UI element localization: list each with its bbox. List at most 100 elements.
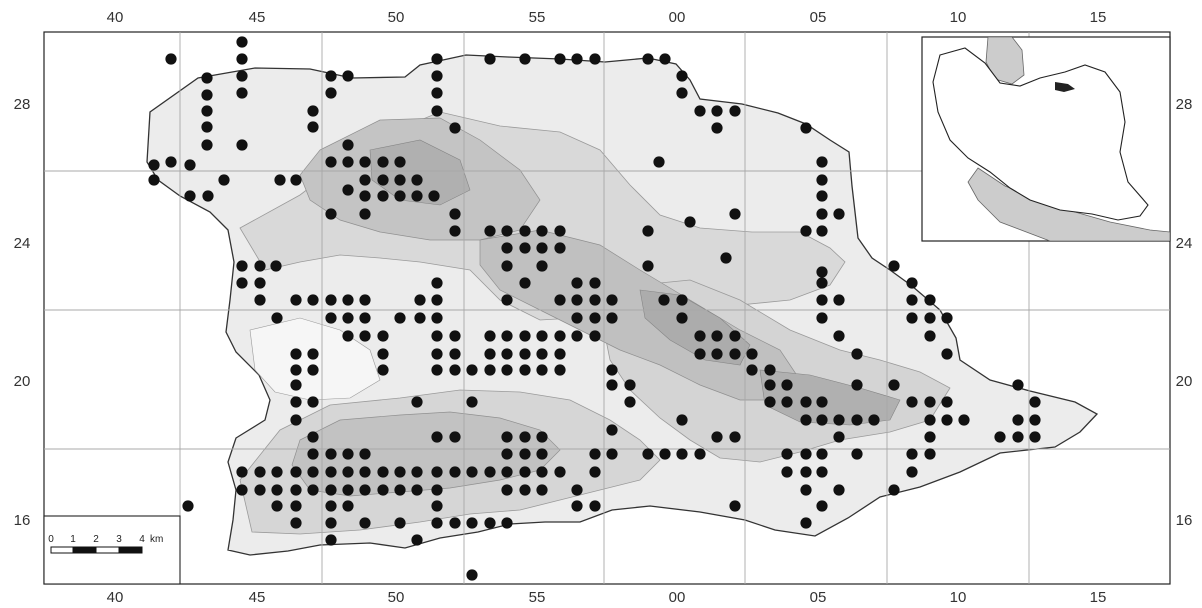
occurrence-dot — [394, 156, 406, 168]
occurrence-dot — [431, 53, 443, 65]
occurrence-dot — [554, 242, 566, 254]
occurrence-dot — [536, 364, 548, 376]
occurrence-dot — [924, 448, 936, 460]
occurrence-dot — [236, 53, 248, 65]
occurrence-dot — [519, 242, 531, 254]
occurrence-dot — [431, 431, 443, 443]
occurrence-dot — [501, 348, 513, 360]
scale-segment-1 — [50, 546, 74, 554]
occurrence-dot — [624, 379, 636, 391]
occurrence-dot — [342, 312, 354, 324]
occurrence-dot — [519, 53, 531, 65]
occurrence-dot — [290, 364, 302, 376]
occurrence-dot — [888, 260, 900, 272]
inset-caspian-sea — [985, 37, 1025, 85]
occurrence-dot — [711, 122, 723, 134]
occurrence-dot — [394, 466, 406, 478]
occurrence-dot — [148, 159, 160, 171]
occurrence-dot — [589, 277, 601, 289]
occurrence-dot — [589, 312, 601, 324]
top-tick-15: 15 — [1090, 9, 1107, 26]
occurrence-dot — [394, 484, 406, 496]
bottom-tick-05: 05 — [810, 589, 827, 606]
occurrence-dot — [764, 379, 776, 391]
occurrence-dot — [906, 294, 918, 306]
occurrence-dot — [571, 312, 583, 324]
occurrence-dot — [536, 330, 548, 342]
graticule — [44, 32, 1170, 584]
occurrence-dot — [924, 414, 936, 426]
occurrence-dot — [431, 330, 443, 342]
occurrence-dot — [816, 277, 828, 289]
occurrence-dot — [307, 448, 319, 460]
occurrence-dot — [711, 348, 723, 360]
occurrence-dot — [290, 500, 302, 512]
occurrence-dot — [816, 294, 828, 306]
occurrence-dot — [536, 225, 548, 237]
occurrence-dot — [449, 122, 461, 134]
occurrence-dot — [325, 517, 337, 529]
occurrence-dot — [325, 87, 337, 99]
occurrence-dot — [290, 484, 302, 496]
occurrence-dot — [816, 448, 828, 460]
occurrence-dot — [466, 466, 478, 478]
occurrence-dot — [466, 569, 478, 581]
inset-map — [921, 36, 1171, 242]
occurrence-dot — [411, 534, 423, 546]
occurrence-dot — [519, 330, 531, 342]
occurrence-dot — [800, 396, 812, 408]
occurrence-dot — [201, 105, 213, 117]
occurrence-dot — [606, 379, 618, 391]
occurrence-dot — [924, 294, 936, 306]
occurrence-dot — [694, 348, 706, 360]
occurrence-dot — [501, 466, 513, 478]
occurrence-dot — [519, 448, 531, 460]
occurrence-dot — [325, 448, 337, 460]
occurrence-dot — [571, 277, 583, 289]
occurrence-dot — [781, 448, 793, 460]
top-tick-40: 40 — [107, 9, 124, 26]
occurrence-dot — [307, 484, 319, 496]
top-tick-labels: 40 45 50 55 00 05 10 15 — [107, 9, 1107, 26]
occurrence-dot — [589, 466, 601, 478]
occurrence-dot — [394, 174, 406, 186]
occurrence-dot — [1029, 396, 1041, 408]
occurrence-dot — [325, 70, 337, 82]
occurrence-dot — [501, 364, 513, 376]
occurrence-dot — [606, 424, 618, 436]
occurrence-dot — [359, 484, 371, 496]
scale-label-4: 4 — [139, 534, 145, 545]
occurrence-dot — [431, 312, 443, 324]
occurrence-dot — [906, 466, 918, 478]
occurrence-dot — [994, 431, 1006, 443]
occurrence-dot — [833, 330, 845, 342]
occurrence-dot — [236, 87, 248, 99]
occurrence-dot — [501, 431, 513, 443]
scale-label-0: 0 — [48, 534, 54, 545]
occurrence-dot — [325, 208, 337, 220]
occurrence-dot — [501, 517, 513, 529]
occurrence-dot — [414, 294, 426, 306]
occurrence-dot — [519, 484, 531, 496]
occurrence-dot — [290, 396, 302, 408]
occurrence-dot — [924, 312, 936, 324]
occurrence-dot — [411, 484, 423, 496]
occurrence-dot — [342, 500, 354, 512]
occurrence-dot — [816, 225, 828, 237]
occurrence-dot — [589, 294, 601, 306]
occurrence-dot — [589, 448, 601, 460]
right-tick-28: 28 — [1176, 96, 1193, 113]
occurrence-dot — [764, 396, 776, 408]
occurrence-dot — [431, 105, 443, 117]
occurrence-dot — [924, 396, 936, 408]
occurrence-dot — [184, 190, 196, 202]
occurrence-dot — [236, 139, 248, 151]
occurrence-dot — [184, 159, 196, 171]
bottom-tick-10: 10 — [950, 589, 967, 606]
occurrence-dot — [290, 294, 302, 306]
occurrence-dot — [694, 105, 706, 117]
occurrence-dot — [254, 294, 266, 306]
location-marker-icon — [1055, 82, 1075, 92]
right-tick-labels: 28 24 20 16 — [1176, 96, 1193, 529]
occurrence-dot — [720, 252, 732, 264]
